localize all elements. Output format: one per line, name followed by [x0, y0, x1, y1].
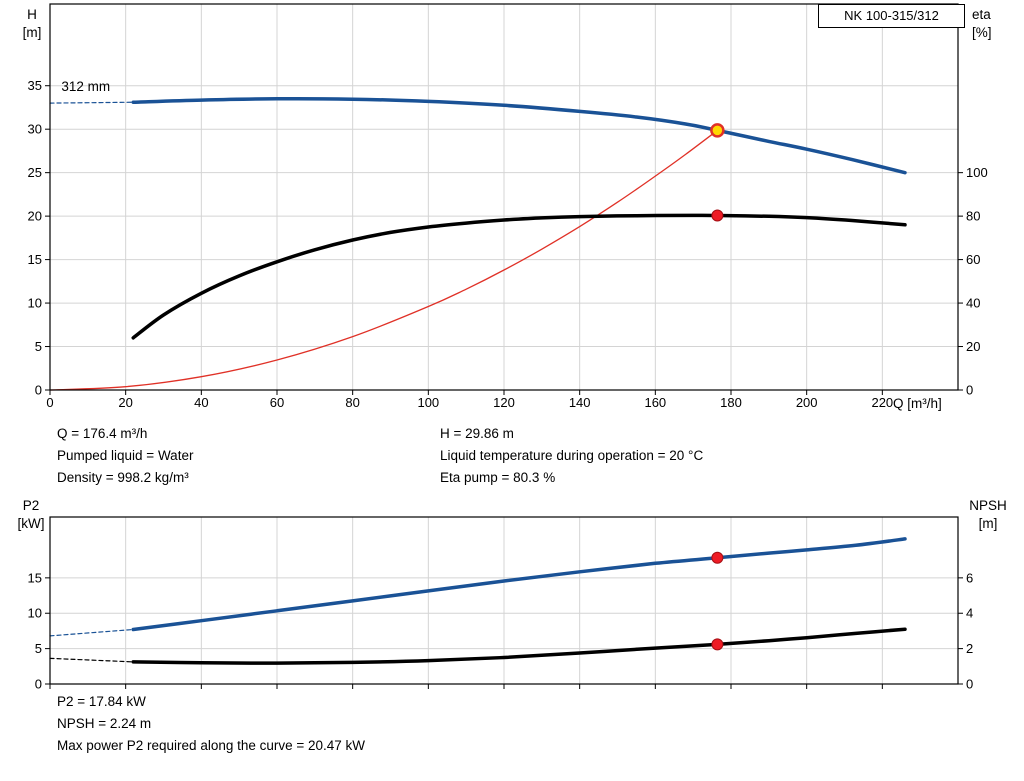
x-tick-label: 220	[871, 395, 893, 410]
eta-axis-title: eta [%]	[972, 6, 1022, 42]
left-tick-label: 0	[35, 383, 42, 398]
series-npsh	[131, 627, 907, 665]
x-tick-label: 200	[796, 395, 818, 410]
right-tick-label: 20	[966, 339, 980, 354]
series-efficiency-eta	[131, 213, 907, 340]
left-tick-label: 20	[28, 209, 42, 224]
x-tick-label: 180	[720, 395, 742, 410]
info-max-power: Max power P2 required along the curve = …	[57, 738, 366, 753]
left-tick-label: 5	[35, 641, 42, 656]
eta-axis-title-line1: eta	[972, 7, 991, 22]
right-tick-label: 0	[966, 383, 973, 398]
info-head: H = 29.86 m	[440, 426, 514, 441]
info-p2: P2 = 17.84 kW	[57, 694, 146, 709]
x-tick-label: 40	[194, 395, 208, 410]
series-head-dashed-leadin	[49, 101, 134, 104]
right-tick-label: 2	[966, 641, 973, 656]
duty-info-col1: Q = 176.4 m³/h Pumped liquid = Water Den…	[57, 426, 193, 492]
eta-axis-title-line2: [%]	[972, 25, 992, 40]
left-tick-label: 0	[35, 677, 42, 692]
series-head-312mm	[131, 96, 907, 175]
qh-eta-chart: 0 20 40 60 80 100 120 140 160 180 200 2200510152025…	[28, 3, 988, 410]
right-tick-label: 80	[966, 209, 980, 224]
q-axis-title: Q [m³/h]	[893, 396, 942, 411]
left-tick-label: 15	[28, 252, 42, 267]
pump-model-badge: NK 100-315/312	[818, 4, 965, 28]
p2-axis-title-line2: [kW]	[17, 516, 45, 531]
info-flow: Q = 176.4 m³/h	[57, 426, 148, 441]
series-p2	[131, 537, 907, 632]
x-tick-label: 20	[118, 395, 132, 410]
left-tick-label: 15	[28, 570, 42, 585]
x-tick-label: 60	[270, 395, 284, 410]
right-tick-label: 40	[966, 296, 980, 311]
right-tick-label: 60	[966, 252, 980, 267]
duty-point-head	[710, 123, 725, 138]
info-temperature: Liquid temperature during operation = 20…	[440, 448, 704, 463]
duty-info-col2: H = 29.86 m Liquid temperature during op…	[440, 426, 703, 492]
info-eta: Eta pump = 80.3 %	[440, 470, 556, 485]
x-tick-label: 100	[417, 395, 439, 410]
left-tick-label: 10	[28, 606, 42, 621]
x-tick-label: 120	[493, 395, 515, 410]
left-tick-label: 35	[28, 78, 42, 93]
left-tick-label: 10	[28, 296, 42, 311]
right-tick-label: 100	[966, 165, 988, 180]
left-tick-label: 30	[28, 122, 42, 137]
info-npsh: NPSH = 2.24 m	[57, 716, 152, 731]
x-tick-label: 160	[644, 395, 666, 410]
duty-point-p2	[711, 551, 724, 564]
series-npsh-dashed-leadin	[49, 657, 134, 663]
info-liquid: Pumped liquid = Water	[57, 448, 194, 463]
impeller-diameter-label: 312 mm	[61, 79, 110, 94]
right-tick-label: 6	[966, 570, 973, 585]
info-density: Density = 998.2 kg/m³	[57, 470, 189, 485]
power-info: P2 = 17.84 kW NPSH = 2.24 m Max power P2…	[57, 694, 365, 760]
x-tick-label: 0	[46, 395, 53, 410]
duty-point-eta	[711, 209, 724, 222]
right-tick-label: 4	[966, 606, 973, 621]
x-tick-label: 140	[569, 395, 591, 410]
p2-npsh-chart: 0 5 10 15 0 2 4 6	[28, 516, 973, 692]
h-axis-title-line1: H	[27, 7, 37, 22]
npsh-axis-title: NPSH [m]	[964, 497, 1012, 533]
p2-axis-title-line1: P2	[22, 498, 40, 513]
h-axis-title-line2: [m]	[22, 25, 42, 40]
right-tick-label: 0	[966, 677, 973, 692]
duty-point-npsh	[711, 638, 724, 651]
h-axis-title: H [m]	[12, 6, 52, 42]
npsh-axis-title-line2: [m]	[978, 516, 998, 531]
x-tick-label: 80	[345, 395, 359, 410]
left-tick-label: 25	[28, 165, 42, 180]
series-p2-dashed-leadin	[49, 628, 134, 637]
p2-axis-title: P2 [kW]	[10, 497, 52, 533]
npsh-axis-title-line1: NPSH	[969, 498, 1007, 513]
series-system-curve	[49, 129, 719, 391]
left-tick-label: 5	[35, 339, 42, 354]
